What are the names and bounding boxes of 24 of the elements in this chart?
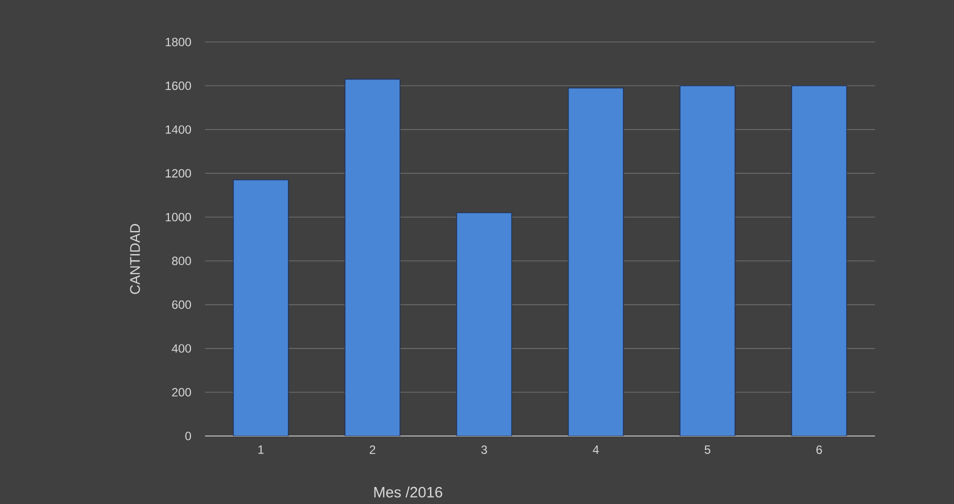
y-tick-label: 0 bbox=[185, 432, 192, 440]
y-tick-label: 400 bbox=[172, 344, 192, 353]
x-tick-label: 3 bbox=[481, 446, 487, 454]
y-tick-label: 200 bbox=[172, 388, 192, 396]
y-tick-label: 1200 bbox=[166, 169, 192, 178]
y-tick-label: 1000 bbox=[166, 212, 192, 222]
y-tick-label: 1800 bbox=[166, 38, 192, 46]
y-tick-label: 1400 bbox=[166, 125, 192, 134]
bar bbox=[791, 85, 848, 436]
bar bbox=[680, 85, 736, 436]
y-axis-title: CANTIDAD bbox=[130, 224, 140, 294]
y-tick-label: 1600 bbox=[166, 82, 192, 90]
x-tick-label: 6 bbox=[816, 446, 822, 454]
y-tick-label: 800 bbox=[172, 256, 192, 266]
x-tick-label: 5 bbox=[704, 446, 710, 454]
bar bbox=[568, 88, 624, 436]
bar bbox=[344, 78, 400, 436]
x-tick-label: 1 bbox=[258, 446, 264, 454]
x-tick-label: 2 bbox=[370, 446, 376, 454]
x-tick-label: 4 bbox=[592, 446, 599, 454]
y-tick-label: 600 bbox=[172, 300, 192, 309]
bar bbox=[232, 180, 289, 436]
x-axis-title: Mes /2016 bbox=[374, 486, 442, 498]
bar bbox=[456, 212, 512, 436]
